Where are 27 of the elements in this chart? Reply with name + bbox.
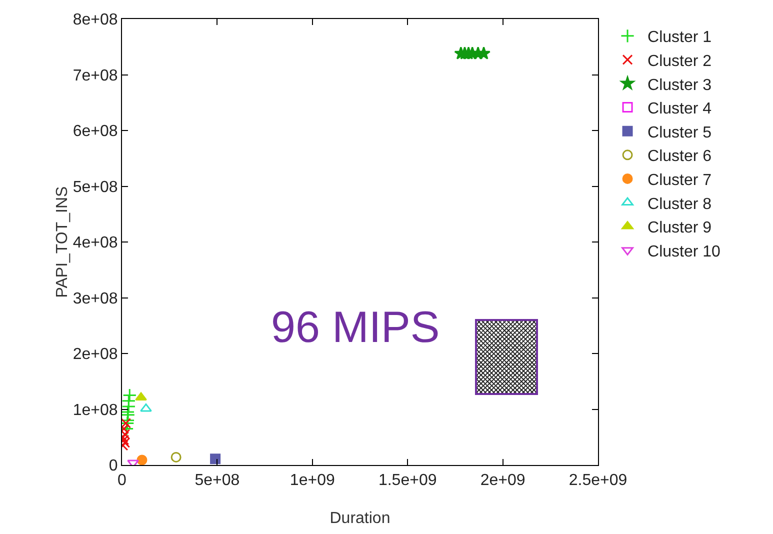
legend-label: Cluster 7 (648, 172, 712, 189)
legend-label: Cluster 3 (648, 76, 712, 94)
x-tick-label: 2e+09 (480, 472, 526, 490)
legend-label: Cluster 9 (648, 220, 712, 237)
legend-label: Cluster 5 (648, 124, 712, 142)
y-tick-label: 2e+08 (72, 346, 118, 364)
x-axis-title: Duration (330, 510, 390, 527)
y-tick-label: 3e+08 (72, 290, 118, 308)
y-tick-label: 1e+08 (72, 402, 118, 419)
legend-label: Cluster 1 (648, 29, 712, 46)
x-tick-label: 5e+08 (194, 472, 240, 490)
x-tick-label: 2.5e+09 (568, 472, 628, 490)
y-tick-label: 8e+08 (72, 12, 118, 29)
legend-label: Cluster 8 (648, 196, 712, 213)
y-tick-label: 4e+08 (72, 234, 118, 252)
legend-label: Cluster 4 (648, 100, 712, 118)
legend-label: Cluster 6 (648, 148, 712, 166)
annotation: 96 MIPS (271, 303, 440, 352)
y-tick-label: 7e+08 (72, 67, 118, 84)
y-axis-title: PAPI_TOT_INS (54, 186, 71, 298)
legend-label: Cluster 2 (648, 52, 712, 70)
x-tick-label: 1e+09 (290, 472, 335, 490)
legend-label: Cluster 10 (648, 243, 721, 260)
x-tick-label: 1.5e+09 (378, 472, 437, 490)
y-tick-label: 6e+08 (72, 123, 118, 140)
y-tick-label: 5e+08 (72, 178, 118, 196)
y-tick-label: 0 (108, 458, 118, 475)
